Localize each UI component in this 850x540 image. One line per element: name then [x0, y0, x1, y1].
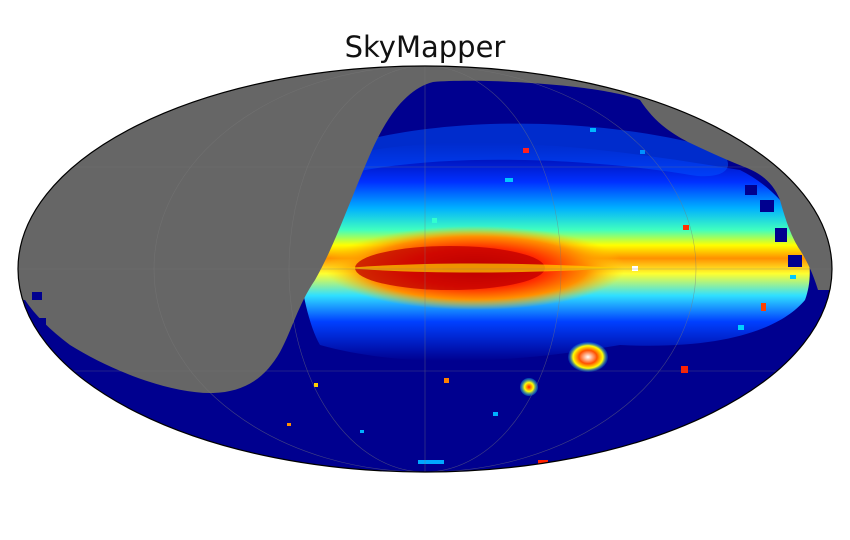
small-magellanic-cloud [520, 378, 538, 396]
edge-patch [32, 292, 42, 300]
source-point [432, 218, 437, 223]
coverage-edge [28, 185, 802, 330]
source-point [632, 266, 638, 271]
edge-patch [788, 255, 802, 267]
source-point [314, 383, 318, 387]
large-magellanic-cloud [568, 342, 608, 372]
graticule [18, 66, 832, 472]
dust-lane [345, 263, 620, 273]
map-title: SkyMapper [344, 30, 506, 64]
source-point [761, 303, 766, 311]
edge-patch [745, 185, 757, 195]
source-point [640, 150, 645, 154]
source-point [683, 225, 689, 230]
edge-patch [775, 228, 787, 242]
source-point [444, 378, 449, 383]
galactic-halo [330, 123, 729, 177]
source-point [418, 460, 444, 464]
source-point [590, 128, 596, 132]
source-point [523, 148, 529, 153]
source-point [538, 460, 548, 464]
source-point [681, 366, 688, 373]
source-point [790, 275, 796, 279]
source-point [360, 430, 364, 433]
meridian-line [288, 66, 562, 472]
source-point [493, 412, 498, 416]
meridian-line [153, 66, 697, 472]
source-point [287, 423, 291, 426]
map-outline [17, 65, 833, 473]
source-point [738, 325, 744, 330]
source-point [505, 178, 513, 182]
edge-patch [760, 200, 774, 212]
